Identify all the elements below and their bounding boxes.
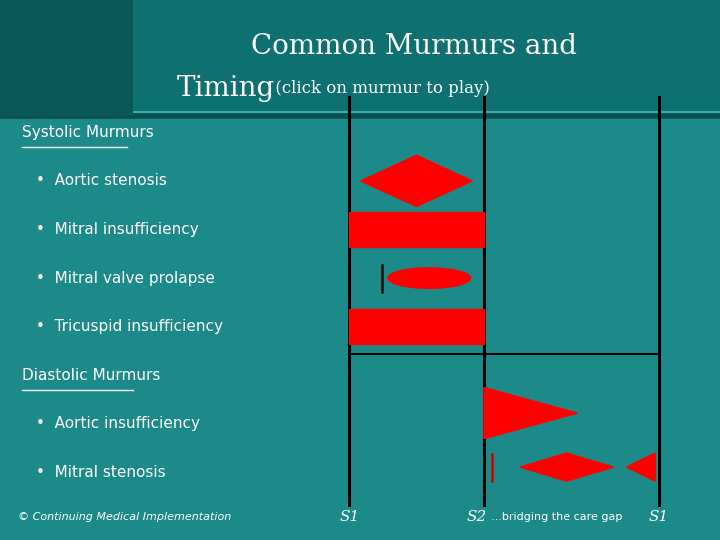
- Bar: [349, 212, 484, 247]
- Text: •  Aortic stenosis: • Aortic stenosis: [36, 173, 167, 188]
- Text: ...bridging the care gap: ...bridging the care gap: [491, 512, 622, 522]
- Polygon shape: [361, 156, 472, 206]
- Text: •  Mitral valve prolapse: • Mitral valve prolapse: [36, 271, 215, 286]
- Text: © Continuing Medical Implementation: © Continuing Medical Implementation: [18, 512, 231, 522]
- Text: Systolic Murmurs: Systolic Murmurs: [22, 125, 153, 140]
- Text: •  Mitral insufficiency: • Mitral insufficiency: [36, 222, 199, 237]
- Text: Common Murmurs and: Common Murmurs and: [251, 33, 577, 60]
- Polygon shape: [520, 453, 613, 481]
- Text: •  Aortic insufficiency: • Aortic insufficiency: [36, 416, 200, 431]
- Polygon shape: [626, 453, 655, 481]
- Bar: [0, 0, 133, 116]
- Bar: [349, 309, 484, 345]
- Text: •  Mitral stenosis: • Mitral stenosis: [36, 465, 166, 480]
- Ellipse shape: [388, 268, 471, 288]
- Polygon shape: [484, 388, 577, 438]
- Text: •  Tricuspid insufficiency: • Tricuspid insufficiency: [36, 319, 223, 334]
- Text: S1: S1: [339, 510, 359, 524]
- Text: (click on murmur to play): (click on murmur to play): [270, 80, 490, 97]
- Text: Diastolic Murmurs: Diastolic Murmurs: [22, 368, 160, 383]
- Text: S2: S2: [467, 510, 487, 524]
- Text: S1: S1: [649, 510, 669, 524]
- Text: Timing: Timing: [176, 75, 274, 102]
- Bar: [0, 0, 720, 116]
